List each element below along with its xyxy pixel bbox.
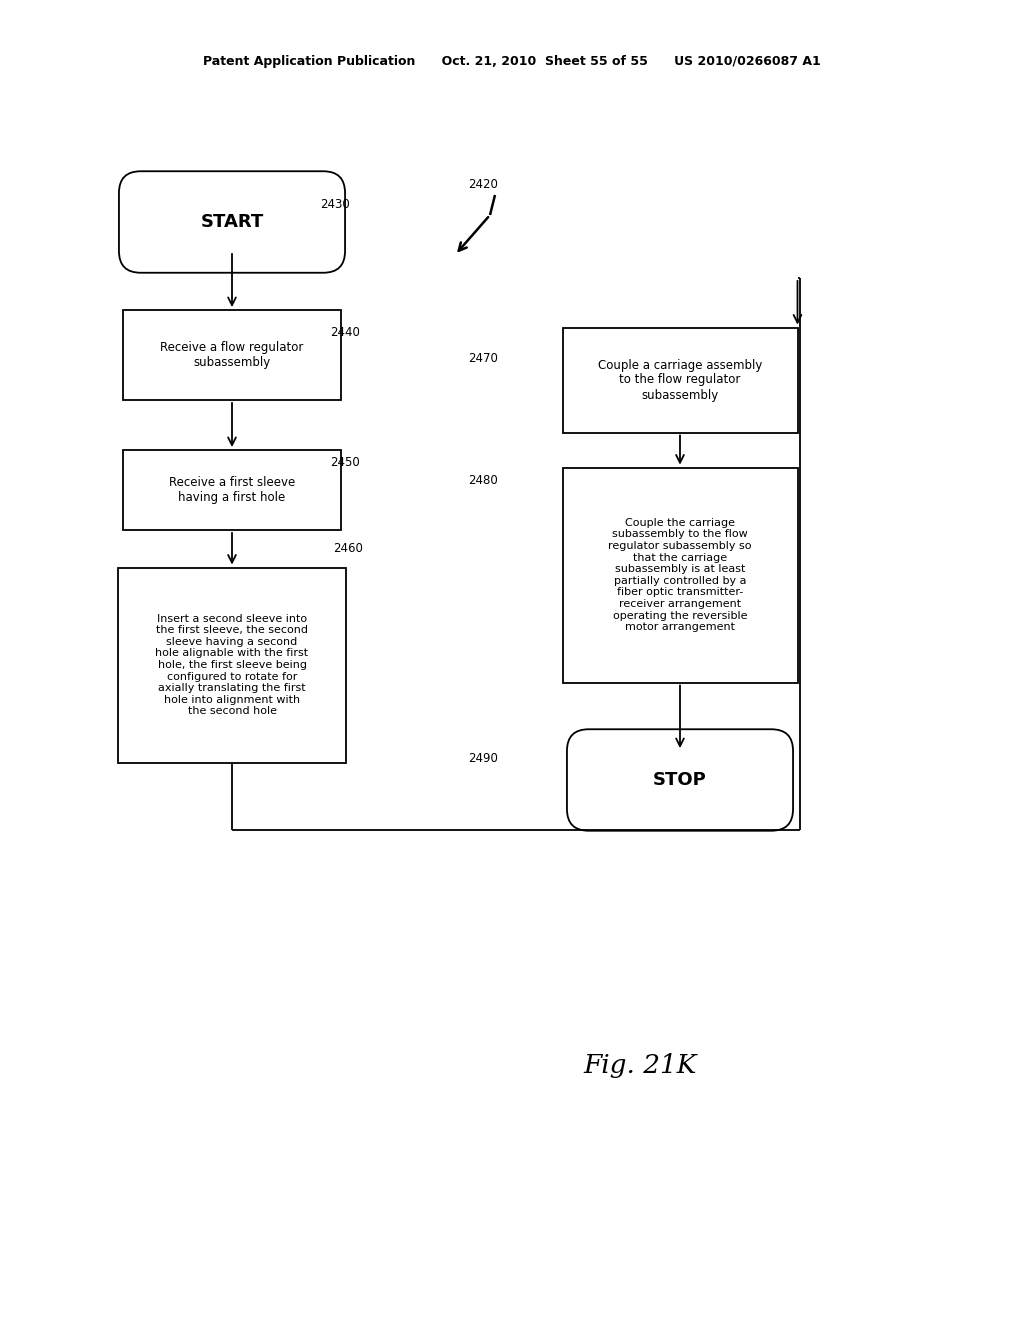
Text: Couple the carriage
subassembly to the flow
regulator subassembly so
that the ca: Couple the carriage subassembly to the f… bbox=[608, 517, 752, 632]
Text: Insert a second sleeve into
the first sleeve, the second
sleeve having a second
: Insert a second sleeve into the first sl… bbox=[156, 614, 308, 717]
Text: Fig. 21K: Fig. 21K bbox=[584, 1052, 696, 1077]
FancyBboxPatch shape bbox=[119, 172, 345, 273]
Bar bbox=[123, 310, 341, 400]
Bar bbox=[562, 467, 798, 682]
Bar bbox=[118, 568, 346, 763]
Text: 2480: 2480 bbox=[468, 474, 498, 487]
Text: STOP: STOP bbox=[653, 771, 707, 789]
Text: Patent Application Publication      Oct. 21, 2010  Sheet 55 of 55      US 2010/0: Patent Application Publication Oct. 21, … bbox=[203, 55, 821, 69]
Text: Receive a first sleeve
having a first hole: Receive a first sleeve having a first ho… bbox=[169, 477, 295, 504]
FancyBboxPatch shape bbox=[567, 729, 793, 830]
Text: Couple a carriage assembly
to the flow regulator
subassembly: Couple a carriage assembly to the flow r… bbox=[598, 359, 762, 401]
Text: 2470: 2470 bbox=[468, 351, 498, 364]
Text: 2420: 2420 bbox=[468, 178, 498, 191]
Text: 2430: 2430 bbox=[319, 198, 350, 211]
Text: 2460: 2460 bbox=[333, 541, 362, 554]
Text: Receive a flow regulator
subassembly: Receive a flow regulator subassembly bbox=[161, 341, 304, 370]
Bar bbox=[123, 450, 341, 531]
Text: 2450: 2450 bbox=[330, 455, 359, 469]
Bar bbox=[562, 327, 798, 433]
Text: 2490: 2490 bbox=[468, 751, 498, 764]
Text: 2440: 2440 bbox=[330, 326, 359, 338]
Text: START: START bbox=[201, 213, 263, 231]
